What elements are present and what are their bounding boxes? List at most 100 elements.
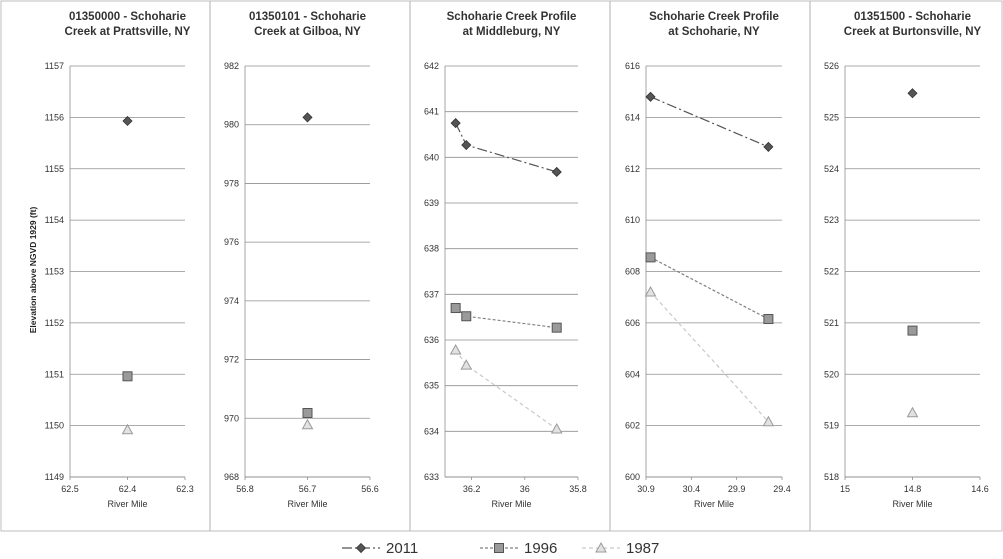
panel-5-y-tick-3: 520	[824, 369, 839, 379]
panel-5-y-tick-9: 526	[824, 61, 839, 71]
panel-3-y-tick-9: 641	[424, 107, 439, 117]
panel-1-point-2011-1	[122, 115, 133, 127]
panel-3-point-1996-3	[551, 322, 562, 333]
panel-4-line-1987	[650, 291, 769, 423]
panel-1-x-tick-3: 62.3	[176, 484, 194, 494]
panel-4-x-label: River Mile	[694, 499, 734, 509]
panel-2-title-line-1: 01350101 - Schoharie	[249, 11, 366, 23]
panel-3-title-line-1: Schoharie Creek Profile	[447, 11, 577, 23]
panel-2-y-tick-3: 972	[224, 355, 239, 365]
panel-4-point-1987-2	[762, 415, 775, 427]
panel-4-y-tick-4: 606	[625, 318, 640, 328]
panel-5-y-tick-4: 521	[824, 318, 839, 328]
panel-1-y-tick-5: 1153	[45, 267, 64, 277]
panel-5-y-tick-5: 522	[824, 267, 839, 277]
panel-4-title-line-2: at Schoharie, NY	[668, 26, 760, 38]
panel-5-y-tick-7: 524	[824, 164, 839, 174]
panel-1-x-tick-2: 62.4	[119, 484, 137, 494]
panel-1-y-tick-3: 1151	[45, 369, 64, 379]
legend-marker-1996	[494, 543, 504, 553]
panel-3-x-tick-3: 35.8	[569, 484, 587, 494]
panel-3-y-tick-7: 639	[424, 198, 439, 208]
panel-3-point-2011-2	[461, 139, 472, 151]
panel-2-x-label: River Mile	[287, 499, 327, 509]
legend-marker-1987	[595, 541, 607, 553]
panel-4-y-tick-5: 608	[625, 267, 640, 277]
panel-3-point-1987-2	[460, 359, 473, 370]
panel-2-x-tick-1: 56.8	[236, 484, 254, 494]
figure-border	[0, 0, 1003, 532]
panel-5-x-label: River Mile	[892, 499, 932, 509]
legend-label-1987: 1987	[626, 540, 659, 557]
panel-4-point-1996-1	[645, 252, 656, 263]
panel-3-title-line-2: at Middleburg, NY	[463, 26, 561, 38]
legend-label-2011: 2011	[386, 540, 418, 557]
panel-2-title-line-2: Creek at Gilboa, NY	[254, 26, 361, 38]
panel-5-y-tick-6: 523	[824, 215, 839, 225]
legend: 2011 1996 1987	[342, 540, 659, 557]
panel-3-y-tick-1: 633	[424, 472, 439, 482]
panel-4-y-tick-3: 604	[625, 369, 640, 379]
panel-3-x-label: River Mile	[491, 499, 531, 509]
panel-3-y-tick-8: 640	[424, 152, 439, 162]
panel-5-point-1996-1	[907, 325, 918, 336]
panel-4-y-tick-1: 600	[625, 472, 640, 482]
legend-marker-2011	[355, 542, 367, 554]
panel-5-title-line-2: Creek at Burtonsville, NY	[844, 26, 982, 38]
panel-4-title-line-1: Schoharie Creek Profile	[649, 11, 779, 23]
panel-4-y-tick-7: 612	[625, 164, 640, 174]
panel-1-y-tick-6: 1154	[45, 215, 64, 225]
panel-1-y-tick-4: 1152	[45, 318, 64, 328]
panel-1: 01350000 - Schoharie Creek at Prattsville…	[45, 11, 194, 509]
panel-4-point-1996-2	[763, 314, 774, 325]
panel-1-y-tick-7: 1155	[45, 164, 64, 174]
panel-1-y-tick-8: 1156	[45, 112, 64, 122]
panel-5-y-tick-1: 518	[824, 472, 839, 482]
panel-2-y-tick-6: 978	[224, 178, 239, 188]
panel-2-point-2011-1	[302, 112, 313, 123]
chart-panels: 01350000 - Schoharie Creek at Prattsville…	[0, 0, 1003, 532]
panel-4-line-1996	[650, 256, 769, 320]
panel-2-y-tick-1: 968	[224, 472, 239, 482]
panel-1-x-tick-1: 62.5	[61, 484, 79, 494]
panel-3-y-tick-4: 636	[424, 335, 439, 345]
legend-label-1996: 1996	[524, 540, 557, 557]
panel-4-line-2011	[650, 96, 769, 148]
panel-2: 01350101 - Schoharie Creek at Gilboa, NY 9…	[224, 11, 379, 509]
panel-4-y-tick-9: 616	[625, 61, 640, 71]
panel-4-point-2011-1	[645, 91, 656, 102]
panel-5-x-tick-2: 14.8	[904, 484, 922, 494]
panel-3-y-tick-2: 634	[424, 426, 439, 436]
panel-3-point-2011-3	[551, 166, 562, 178]
panel-1-title-line-2: Creek at Prattsville, NY	[65, 26, 191, 38]
panel-1-point-1987-1	[121, 423, 134, 435]
panel-3-line-1987	[455, 349, 558, 430]
panel-3-y-tick-10: 642	[424, 61, 439, 71]
panel-1-y-tick-9: 1157	[45, 61, 64, 71]
panel-4-x-tick-3: 29.9	[728, 484, 746, 494]
panel-2-y-tick-5: 976	[224, 237, 239, 247]
panel-1-point-1996-1	[122, 371, 133, 382]
panel-3-point-2011-1	[450, 118, 461, 129]
panel-1-title-line-1: 01350000 - Schoharie	[69, 11, 186, 23]
panel-2-y-tick-8: 982	[224, 61, 239, 71]
panel-3-line-2011	[455, 122, 557, 173]
panel-4-x-tick-4: 29.4	[773, 484, 791, 494]
panel-4-x-tick-1: 30.9	[637, 484, 655, 494]
panel-2-y-tick-4: 974	[224, 296, 239, 306]
panel-4-x-tick-2: 30.4	[683, 484, 701, 494]
panel-4-y-tick-8: 614	[625, 112, 640, 122]
panel-5-title-line-1: 01351500 - Schoharie	[854, 11, 971, 23]
panel-3-y-tick-5: 637	[424, 289, 439, 299]
panel-5-y-tick-2: 519	[824, 421, 839, 431]
panel-2-x-tick-2: 56.7	[299, 484, 317, 494]
panel-2-point-1996-1	[302, 408, 313, 419]
panel-3-point-1996-1	[450, 303, 461, 314]
panel-1-x-label: River Mile	[107, 499, 147, 509]
panel-4-point-1987-1	[644, 286, 657, 297]
panel-4-y-tick-2: 602	[625, 421, 640, 431]
panel-3-y-tick-6: 638	[424, 244, 439, 254]
panel-2-point-1987-1	[301, 418, 314, 430]
panel-3-x-tick-1: 36.2	[463, 484, 481, 494]
